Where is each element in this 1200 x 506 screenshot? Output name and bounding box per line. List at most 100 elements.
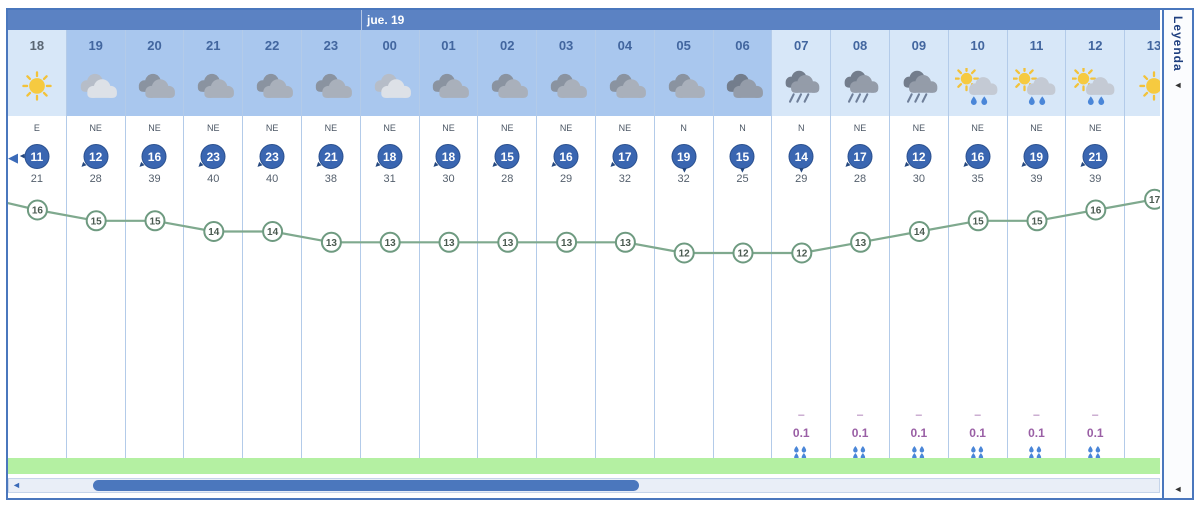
legend-tab-label: Leyenda	[1171, 16, 1185, 72]
wind-gust-value: 40	[207, 173, 220, 185]
legend-tab[interactable]: Leyenda ◄ ◄	[1162, 10, 1192, 498]
rain-drops-icon	[949, 446, 1007, 458]
wind-direction-label: NE	[207, 123, 220, 133]
wind-gust-value: 29	[559, 173, 573, 185]
hour-label: 23	[323, 38, 339, 53]
cloud-icon	[308, 68, 354, 111]
precipitation-value: 0.1	[910, 426, 928, 440]
column-shade	[1066, 30, 1125, 116]
precipitation-dash: –	[915, 409, 922, 421]
wind-direction-label: E	[33, 123, 40, 133]
legend-collapse-icon[interactable]: ◄	[1173, 79, 1183, 90]
wind-direction-label: NE	[148, 123, 161, 133]
precipitation-dash: –	[1092, 409, 1099, 421]
hour-column: 06 N 15 ▲ 25	[713, 30, 773, 458]
column-shade	[595, 30, 654, 116]
hourly-forecast-widget: jue. 19 18 E 11 ▲ 21 19 NE 12 ▲ 28 20 NE 1…	[6, 8, 1194, 500]
precipitation-value: 0.1	[851, 426, 869, 440]
wind-direction-label: NE	[324, 123, 338, 133]
precipitation-cell: – 0.1	[831, 408, 889, 458]
hour-label: 11	[1029, 38, 1044, 53]
rain-drops-icon	[772, 446, 830, 458]
wind-speed-badge: 16 ▲	[136, 144, 167, 171]
hour-label: 10	[970, 38, 985, 53]
hour-label: 13	[1146, 38, 1160, 53]
wind-speed-badge: 18 ▲	[430, 144, 461, 171]
hour-column: 19 NE 12 ▲ 28	[66, 30, 126, 458]
precipitation-dash: –	[974, 409, 981, 421]
hour-label: 22	[264, 38, 280, 53]
precipitation-cell: – 0.1	[1066, 408, 1124, 458]
wind-direction-arrow-icon: ▲	[17, 152, 27, 160]
wind-direction-arrow-icon: ▲	[76, 159, 89, 172]
scroll-left-button[interactable]: ◄	[12, 480, 21, 490]
cloud-icon	[543, 68, 589, 111]
wind-speed-badge: 17 ▲	[606, 144, 638, 171]
wind-gust-value: 30	[912, 173, 925, 185]
column-shade	[419, 30, 478, 116]
precipitation-value: 0.1	[792, 426, 810, 440]
forecast-table: jue. 19 18 E 11 ▲ 21 19 NE 12 ▲ 28 20 NE 1…	[8, 10, 1162, 498]
wind-gust-value: 32	[677, 173, 690, 185]
column-shade	[184, 30, 243, 116]
rain-icon	[896, 68, 942, 111]
hour-column: 04 NE 17 ▲ 32	[595, 30, 655, 458]
column-shade	[537, 30, 595, 116]
hour-label: 08	[852, 38, 868, 53]
wind-gust-value: 31	[383, 173, 396, 185]
wind-direction-arrow-icon: ▲	[370, 159, 383, 172]
hour-column: 20 NE 16 ▲ 39	[125, 30, 185, 458]
wind-direction-label: NE	[971, 123, 984, 133]
horizontal-scrollbar-thumb[interactable]	[93, 480, 639, 491]
precipitation-value: 0.1	[1028, 426, 1045, 440]
rain-icon	[837, 68, 883, 111]
wind-gust-value: 39	[1089, 173, 1102, 185]
hour-column: 23 NE 21 ▲ 38	[301, 30, 361, 458]
wind-gust-value: 39	[1030, 173, 1043, 185]
wind-speed-badge: 19 ▲	[671, 144, 697, 175]
column-shade	[1007, 30, 1066, 116]
wind-speed-badge: 19 ▲	[1018, 144, 1049, 171]
wind-direction-arrow-icon: ▲	[899, 159, 912, 172]
wind-speed-badge: 21 ▲	[312, 144, 344, 171]
table-scroll-left-icon[interactable]: ◀	[8, 150, 18, 165]
wind-direction-label: NE	[1088, 123, 1102, 133]
wind-gust-value: 29	[795, 173, 808, 185]
precipitation-cell: – 0.1	[772, 408, 830, 458]
hour-column: 09 NE 12 ▲ 30 – 0.1	[889, 30, 949, 458]
cloud-icon	[249, 68, 295, 111]
hour-column: 08 NE 17 ▲ 28 – 0.1	[831, 30, 890, 458]
column-shade	[360, 30, 419, 116]
wind-direction-label: NE	[853, 123, 867, 133]
hour-label: 05	[676, 38, 691, 53]
cloud-light-icon	[73, 68, 119, 111]
hour-column: 03 NE 16 ▲ 29	[537, 30, 596, 458]
wind-speed-badge: 23 ▲	[194, 144, 226, 171]
precipitation-cell: – 0.1	[1008, 408, 1066, 458]
wind-direction-label: NE	[89, 123, 102, 133]
wind-gust-value: 39	[148, 173, 161, 185]
hour-label: 18	[29, 38, 45, 53]
hour-column: 21 NE 23 ▲ 40	[184, 30, 244, 458]
column-shade	[125, 30, 184, 116]
wind-gust-value: 25	[736, 173, 749, 185]
legend-bottom-arrow-icon[interactable]: ◄	[1173, 484, 1183, 494]
horizontal-scrollbar-track[interactable]: ◄	[8, 478, 1160, 493]
hour-column: 10 NE 16 ▲ 35 – 0.1	[948, 30, 1008, 458]
hour-column: 00 NE 18 ▲ 31	[360, 30, 420, 458]
sun-rain-icon	[953, 65, 1001, 111]
wind-speed-badge: 14 ▲	[788, 144, 814, 175]
wind-direction-arrow-icon: ▲	[547, 159, 560, 172]
precipitation-dash: –	[1033, 409, 1040, 421]
hour-label: 01	[441, 38, 456, 53]
day-header-bar: jue. 19	[8, 10, 1160, 30]
wind-direction-label: NE	[912, 123, 926, 133]
wind-gust-value: 28	[853, 173, 867, 185]
precipitation-dash: –	[798, 409, 805, 421]
wind-gust-value: 38	[324, 173, 337, 185]
rain-drops-icon	[890, 446, 948, 458]
hour-label: 00	[382, 38, 397, 53]
wind-direction-arrow-icon: ▲	[488, 159, 501, 172]
rain-drops-icon	[831, 446, 889, 458]
sun-icon	[1131, 68, 1160, 111]
